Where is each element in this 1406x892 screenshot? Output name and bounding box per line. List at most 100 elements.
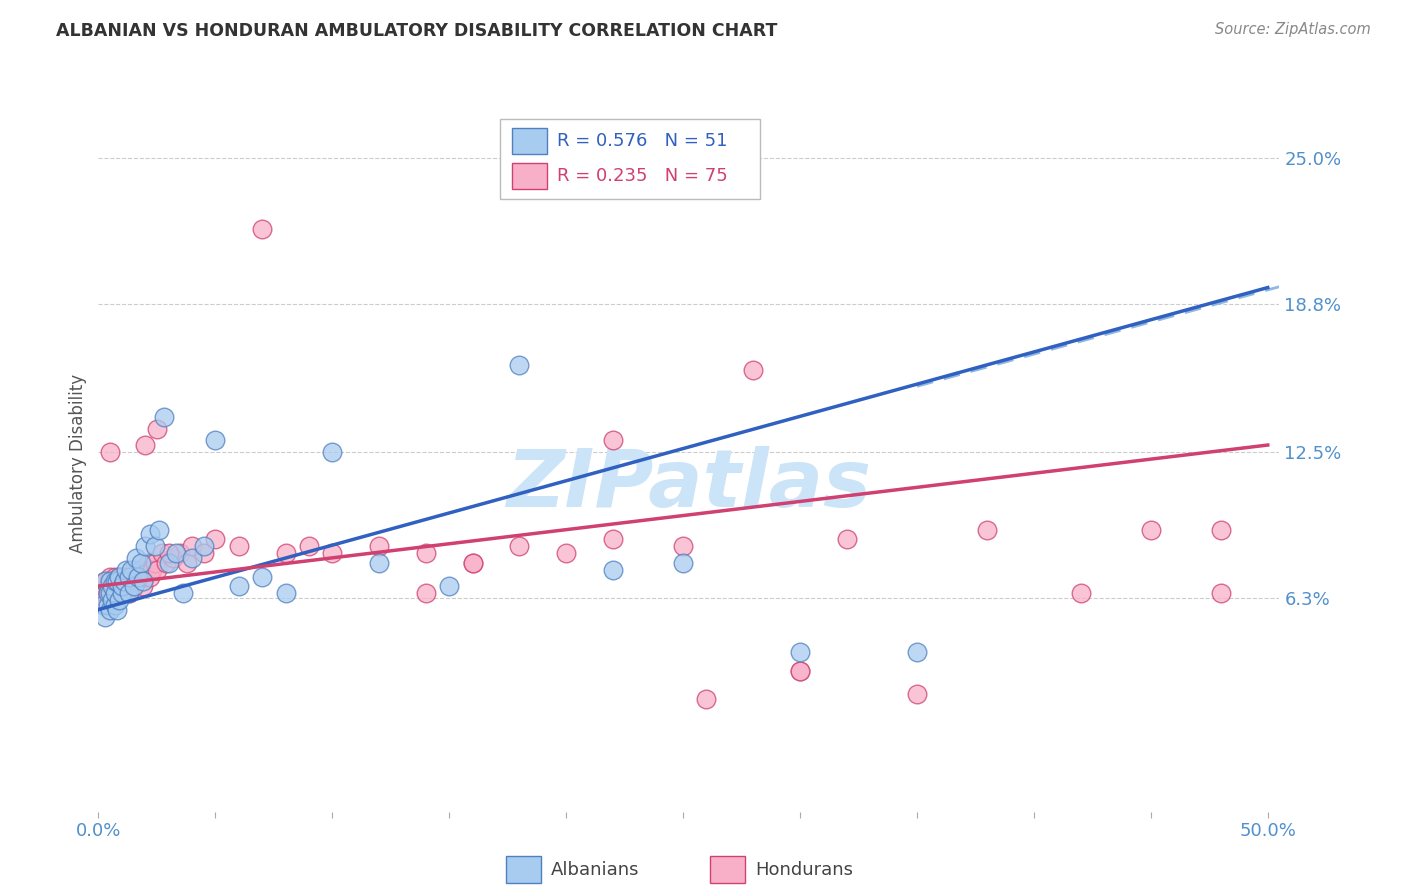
Point: [112, 574, 135, 589]
Bar: [512, 128, 547, 154]
Point: [602, 532, 624, 546]
Y-axis label: Ambulatory Disability: Ambulatory Disability: [69, 375, 87, 553]
Point: [321, 445, 343, 459]
Point: [118, 586, 141, 600]
Point: [132, 579, 155, 593]
Point: [97, 586, 120, 600]
Point: [115, 563, 138, 577]
Point: [1209, 523, 1232, 537]
Point: [143, 539, 166, 553]
Point: [115, 569, 138, 583]
Text: ZIPatlas: ZIPatlas: [506, 446, 872, 524]
Point: [150, 546, 173, 560]
Point: [789, 645, 811, 659]
Point: [461, 556, 484, 570]
Point: [193, 539, 215, 553]
Point: [94, 586, 117, 600]
Point: [127, 569, 149, 583]
Point: [104, 574, 127, 589]
Point: [122, 579, 145, 593]
Point: [118, 569, 141, 583]
Point: [111, 569, 134, 583]
Point: [98, 586, 121, 600]
Point: [105, 586, 128, 600]
Point: [101, 579, 124, 593]
Point: [98, 574, 121, 589]
Point: [157, 556, 180, 570]
Point: [204, 434, 226, 448]
Point: [321, 546, 343, 560]
Point: [112, 579, 135, 593]
Point: [108, 579, 131, 593]
Point: [108, 569, 131, 583]
Point: [94, 574, 117, 589]
Point: [98, 586, 121, 600]
Point: [274, 586, 297, 600]
Text: Albanians: Albanians: [551, 861, 640, 879]
Point: [98, 445, 121, 459]
Point: [134, 569, 156, 583]
Point: [91, 593, 114, 607]
Point: [104, 598, 127, 612]
Point: [141, 563, 163, 577]
Point: [181, 539, 204, 553]
Point: [176, 556, 198, 570]
Point: [91, 579, 114, 593]
Point: [134, 539, 156, 553]
Point: [508, 358, 530, 372]
Point: [368, 556, 391, 570]
Point: [146, 421, 169, 435]
Point: [105, 574, 128, 589]
Point: [111, 579, 134, 593]
Point: [193, 546, 215, 560]
Point: [129, 556, 152, 570]
Point: [98, 602, 121, 616]
Point: [91, 598, 114, 612]
Point: [125, 574, 148, 589]
Point: [118, 586, 141, 600]
Point: [94, 574, 117, 589]
Point: [508, 539, 530, 553]
Point: [602, 434, 624, 448]
Text: Source: ZipAtlas.com: Source: ZipAtlas.com: [1215, 22, 1371, 37]
Point: [129, 563, 152, 577]
Point: [555, 546, 578, 560]
Point: [169, 546, 191, 560]
Point: [742, 363, 765, 377]
Point: [1070, 586, 1092, 600]
Point: [139, 569, 162, 583]
Point: [101, 593, 124, 607]
Point: [98, 569, 121, 583]
Bar: [512, 162, 547, 189]
Point: [835, 532, 858, 546]
Point: [111, 586, 134, 600]
Point: [172, 586, 194, 600]
Point: [1209, 586, 1232, 600]
Point: [162, 550, 184, 565]
Point: [602, 563, 624, 577]
Point: [165, 546, 187, 560]
Point: [695, 692, 717, 706]
Text: ALBANIAN VS HONDURAN AMBULATORY DISABILITY CORRELATION CHART: ALBANIAN VS HONDURAN AMBULATORY DISABILI…: [56, 22, 778, 40]
Point: [250, 569, 273, 583]
Point: [153, 409, 176, 424]
Point: [98, 574, 121, 589]
Point: [132, 574, 155, 589]
Point: [125, 550, 148, 565]
Point: [148, 523, 170, 537]
Point: [104, 579, 127, 593]
Point: [143, 556, 166, 570]
Point: [157, 546, 180, 560]
Point: [204, 532, 226, 546]
Point: [415, 586, 437, 600]
Point: [120, 563, 142, 577]
Point: [976, 523, 998, 537]
Point: [439, 579, 461, 593]
Point: [108, 593, 131, 607]
Text: R = 0.576   N = 51: R = 0.576 N = 51: [557, 132, 727, 150]
Point: [415, 546, 437, 560]
Point: [181, 550, 204, 565]
Point: [127, 569, 149, 583]
Text: Hondurans: Hondurans: [755, 861, 853, 879]
Point: [139, 527, 162, 541]
